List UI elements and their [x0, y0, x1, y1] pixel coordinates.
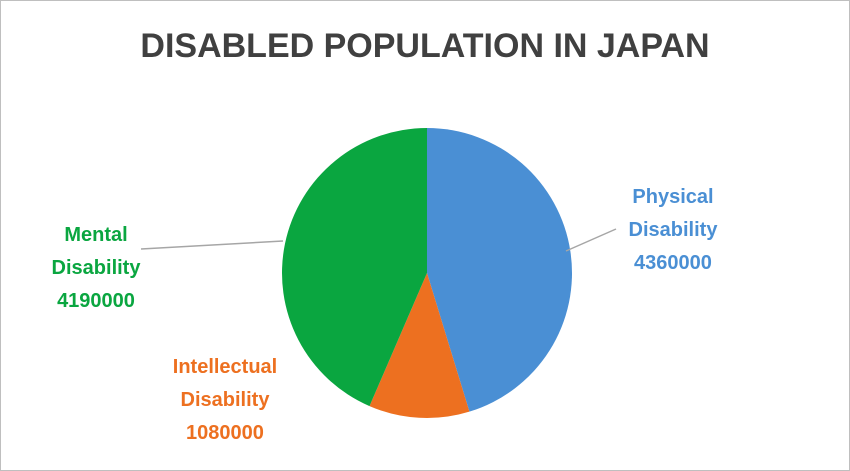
value-label: 1080000 [186, 422, 264, 444]
value-label: 4190000 [57, 290, 135, 312]
pie-slice [369, 273, 470, 418]
data-label: Physical Disability 4360000 [629, 181, 718, 280]
leader-line [565, 228, 617, 252]
category-label: Physical Disability [628, 186, 718, 241]
pie-slice [427, 128, 572, 412]
data-label: Mental Disability 4190000 [52, 219, 141, 318]
category-label: Intellectual Disability [172, 356, 278, 411]
value-label: 4360000 [634, 252, 712, 274]
leader-line [140, 240, 284, 250]
pie-slice [282, 128, 427, 407]
data-label: Intellectual Disability 1080000 [173, 351, 277, 450]
chart-title: DISABLED POPULATION IN JAPAN [140, 27, 710, 65]
category-label: Mental Disability [51, 224, 141, 279]
